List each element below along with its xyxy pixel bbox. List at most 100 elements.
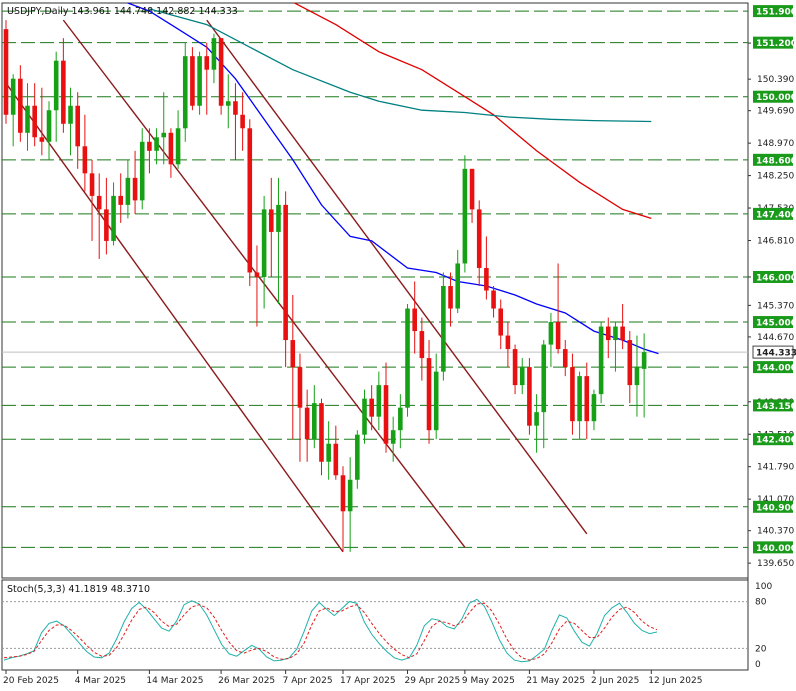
channel-line xyxy=(5,82,344,553)
channel-line xyxy=(206,19,588,535)
price-tick-label: 150.390 xyxy=(757,75,794,85)
price-tick-label: 148.250 xyxy=(757,172,794,182)
chart-header: USDJPY,Daily 143.961 144.748 142.882 144… xyxy=(7,6,238,17)
header-open: 143.961 xyxy=(72,6,111,17)
candle-bear xyxy=(32,105,37,138)
candle-bear xyxy=(18,78,23,133)
candle-bear xyxy=(96,195,102,210)
stoch-scale-label: 100 xyxy=(755,582,772,592)
candle-bear xyxy=(469,168,475,210)
candle-bear xyxy=(484,267,489,291)
candle-bull xyxy=(541,344,547,413)
candle-bear xyxy=(512,349,518,386)
candle-bear xyxy=(505,335,511,350)
candle-bear xyxy=(240,114,245,129)
candle-bear xyxy=(283,204,288,341)
candle-bear xyxy=(319,403,324,462)
candle-bear xyxy=(605,326,611,341)
stoch-main-line xyxy=(3,598,658,663)
level-label: 142.400 xyxy=(756,436,796,446)
time-tick-label: 21 May 2025 xyxy=(526,676,585,686)
header-low: 142.882 xyxy=(156,6,195,17)
candle-bull xyxy=(641,352,647,369)
time-tick-label: 2 Jun 2025 xyxy=(591,676,639,686)
candle-bear xyxy=(132,177,138,201)
price-tick-label: 149.690 xyxy=(757,107,794,117)
candle-bull xyxy=(577,376,582,422)
price-tick-label: 144.670 xyxy=(757,333,794,343)
time-tick-label: 17 Apr 2025 xyxy=(340,676,396,686)
candle-bear xyxy=(168,132,174,165)
candle-bear xyxy=(147,141,152,151)
moving-average-line xyxy=(149,8,652,123)
level-label-box xyxy=(753,500,793,513)
level-label-box xyxy=(753,270,793,283)
candle-bear xyxy=(104,209,109,241)
stochastic-label: Stoch(5,3,3) 41.1819 48.3710 xyxy=(7,584,150,595)
candle-bull xyxy=(276,204,281,232)
level-label-box xyxy=(753,433,793,446)
candle-bear xyxy=(333,443,339,476)
stoch-scale-label: 0 xyxy=(755,660,761,670)
price-tick-label: 140.370 xyxy=(757,527,794,537)
candle-bull xyxy=(613,326,618,341)
candle-bear xyxy=(218,38,224,106)
level-label: 151.200 xyxy=(756,39,796,49)
stochastic-panel-frame xyxy=(1,579,749,671)
candle-bull xyxy=(548,322,554,345)
candle-bull xyxy=(441,285,446,372)
candle-bull xyxy=(405,308,410,408)
candle-bull xyxy=(225,101,231,106)
price-tick-label: 145.370 xyxy=(757,301,794,311)
candle-bear xyxy=(584,376,590,422)
candle-bull xyxy=(455,263,461,309)
candle-bear xyxy=(268,209,274,232)
candle-bull xyxy=(68,105,73,124)
time-tick-label: 4 Mar 2025 xyxy=(75,676,126,686)
level-label-box xyxy=(753,316,793,329)
level-label: 146.000 xyxy=(756,273,796,283)
horizontal-levels xyxy=(2,10,748,548)
price-tick-label: 148.970 xyxy=(757,139,794,149)
price-panel-frame xyxy=(1,2,749,579)
candle-bull xyxy=(25,105,30,133)
candle-bear xyxy=(562,349,568,368)
stoch-scale-label: 20 xyxy=(755,644,767,654)
candle-bull xyxy=(111,195,116,241)
candle-bull xyxy=(139,141,145,201)
level-label: 145.000 xyxy=(756,319,796,329)
candle-bull xyxy=(390,430,396,444)
candle-bull xyxy=(10,78,16,115)
stochastic-oscillator: 100 80 20 0 xyxy=(2,582,772,670)
time-tick-label: 29 Apr 2025 xyxy=(405,676,461,686)
candle-bull xyxy=(154,137,159,151)
level-label-box xyxy=(753,361,793,374)
level-label: 148.600 xyxy=(756,156,796,166)
time-tick-label: 12 Jun 2025 xyxy=(648,676,702,686)
level-label-box xyxy=(753,541,793,554)
candle-bull xyxy=(175,128,181,165)
level-label: 151.900 xyxy=(756,8,796,18)
moving-average-line xyxy=(293,3,652,220)
level-label: 140.000 xyxy=(756,544,796,554)
candle-bull xyxy=(591,394,597,422)
price-tick-label: 141.070 xyxy=(757,495,794,505)
candle-bear xyxy=(369,398,374,417)
level-label-box xyxy=(753,207,793,220)
candle-bull xyxy=(376,385,382,417)
price-tick-label: 146.810 xyxy=(757,236,794,246)
candle-bear xyxy=(204,56,210,70)
candle-bull xyxy=(261,209,267,277)
candle-bear xyxy=(419,331,425,359)
candle-bull xyxy=(312,403,317,440)
level-label-box xyxy=(753,153,793,166)
header-high: 144.748 xyxy=(114,6,153,17)
candle-bull xyxy=(519,367,525,386)
level-label: 143.150 xyxy=(756,402,796,412)
candle-bear xyxy=(491,290,496,309)
current-price-box xyxy=(752,345,794,359)
candle-bull xyxy=(634,367,640,386)
stoch-scale-label: 80 xyxy=(755,598,767,608)
candle-bull xyxy=(211,38,217,70)
candle-bear xyxy=(527,367,532,426)
